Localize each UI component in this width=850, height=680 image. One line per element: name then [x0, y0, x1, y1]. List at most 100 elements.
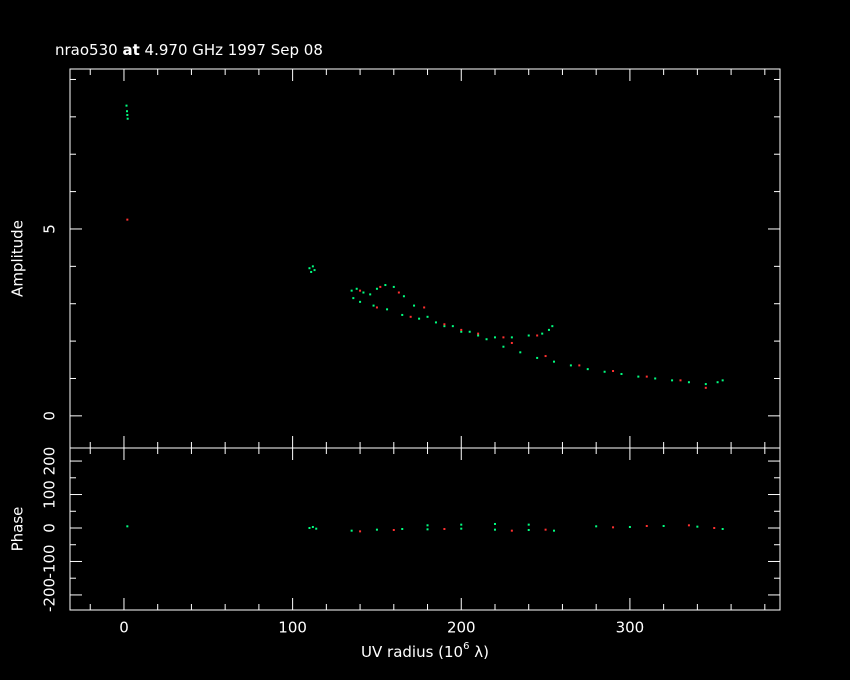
data-point: [311, 265, 314, 268]
data-point: [477, 332, 480, 335]
data-point: [126, 110, 129, 113]
data-point: [547, 328, 550, 331]
data-point: [308, 267, 311, 270]
data-point: [384, 284, 387, 287]
data-point: [468, 330, 471, 333]
data-point: [502, 336, 505, 339]
data-point: [443, 323, 446, 326]
data-point: [460, 330, 463, 333]
data-point: [392, 529, 395, 532]
data-point: [359, 289, 362, 292]
data-point: [375, 306, 378, 309]
data-point: [418, 317, 421, 320]
data-point: [544, 355, 547, 358]
data-point: [553, 529, 556, 532]
data-point: [527, 529, 530, 532]
data-point: [544, 528, 547, 531]
data-point: [355, 287, 358, 290]
data-point: [637, 375, 640, 378]
data-point: [510, 529, 513, 532]
data-point: [443, 325, 446, 328]
title-source: nrao530: [55, 41, 118, 59]
y-tick-label: 0: [41, 411, 59, 421]
data-point: [485, 338, 488, 341]
data-point: [541, 332, 544, 335]
data-point: [359, 300, 362, 303]
data-point: [595, 525, 598, 528]
data-point: [477, 334, 480, 337]
data-point: [126, 218, 129, 221]
data-point: [413, 304, 416, 307]
data-point: [645, 524, 648, 527]
data-point: [586, 368, 589, 371]
data-point: [352, 297, 355, 300]
data-point: [713, 526, 716, 529]
data-point: [434, 321, 437, 324]
data-point: [502, 345, 505, 348]
data-point: [493, 528, 496, 531]
data-point: [536, 356, 539, 359]
x-label-unit: λ): [469, 643, 489, 661]
data-point: [426, 528, 429, 531]
data-point: [510, 341, 513, 344]
plot-frame: [69, 447, 781, 611]
data-point: [645, 375, 648, 378]
data-point: [379, 285, 382, 288]
data-point: [426, 315, 429, 318]
title-at: at: [122, 41, 139, 59]
data-point: [375, 287, 378, 290]
data-point: [654, 377, 657, 380]
data-point: [721, 379, 724, 382]
data-point: [397, 291, 400, 294]
title-rest: 4.970 GHz 1997 Sep 08: [145, 41, 323, 59]
y-tick-label: -100: [41, 544, 59, 578]
data-point: [460, 523, 463, 526]
data-point: [311, 525, 314, 528]
data-point: [310, 270, 313, 273]
x-tick-label: 200: [447, 619, 476, 637]
y-tick-label: 5: [41, 224, 59, 234]
data-point: [443, 528, 446, 530]
data-point: [451, 325, 454, 328]
data-point: [716, 381, 719, 384]
x-tick-label: 100: [278, 619, 307, 637]
data-point: [628, 525, 631, 528]
data-point: [620, 372, 623, 375]
data-point: [578, 364, 581, 367]
y-tick-label: 200: [41, 447, 59, 476]
data-point: [493, 336, 496, 339]
data-point: [426, 524, 429, 527]
chart-title: nrao530 at 4.970 GHz 1997 Sep 08: [55, 41, 323, 59]
data-point: [375, 528, 378, 531]
data-point: [527, 523, 530, 526]
x-axis-label: UV radius (106 λ): [361, 641, 489, 661]
data-point: [401, 313, 404, 316]
data-point: [369, 293, 372, 296]
data-point: [359, 530, 362, 533]
y-axis-label: Amplitude: [9, 220, 27, 297]
data-point: [569, 364, 572, 367]
data-point: [392, 285, 395, 288]
data-point: [704, 386, 707, 389]
plot-frame: [69, 68, 781, 449]
data-point: [308, 526, 311, 529]
data-point: [362, 291, 365, 294]
data-point: [671, 379, 674, 382]
x-tick-label: 0: [119, 619, 129, 637]
data-point: [704, 383, 707, 386]
data-point: [350, 529, 353, 532]
data-point: [612, 370, 615, 373]
data-point: [721, 528, 724, 530]
data-point: [372, 304, 375, 307]
data-point: [126, 113, 129, 116]
data-point: [519, 351, 522, 354]
data-point: [687, 524, 690, 527]
data-point: [536, 334, 539, 337]
data-point: [126, 117, 129, 120]
data-point: [401, 528, 404, 530]
data-point: [313, 269, 316, 272]
data-point: [350, 289, 353, 292]
y-tick-label: -200: [41, 578, 59, 612]
data-point: [409, 315, 412, 318]
